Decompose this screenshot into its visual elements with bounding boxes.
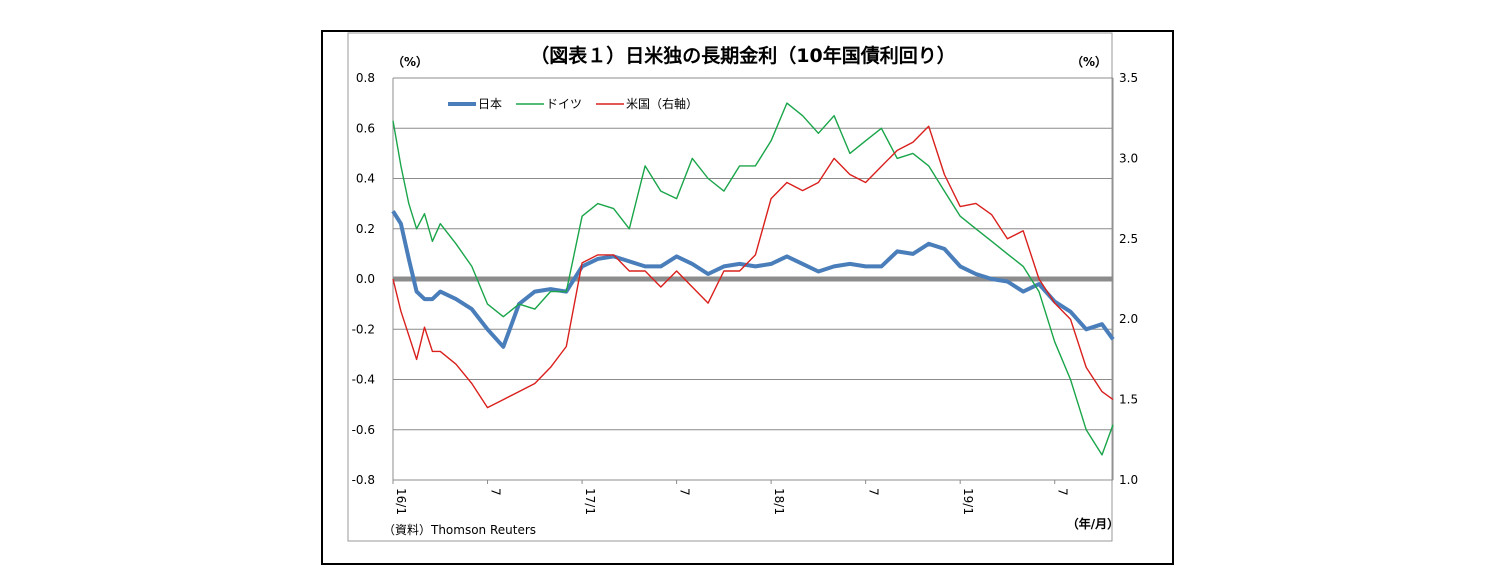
series-line-0 <box>391 210 1115 349</box>
legend-label: 米国（右軸） <box>626 96 698 111</box>
x-axis-unit: （年/月） <box>1067 516 1119 531</box>
y-right-tick-label: 1.0 <box>1119 473 1138 487</box>
x-tick-label: 18/1 <box>772 488 786 515</box>
right-axis-unit: （%） <box>1071 54 1107 69</box>
y-left-tick-label: 0.8 <box>356 71 375 85</box>
y-left-tick-label: -0.8 <box>352 473 375 487</box>
y-right-tick-label: 2.5 <box>1119 232 1138 246</box>
series-lines <box>391 102 1115 456</box>
series-line-1 <box>392 102 1114 456</box>
y-right-tick-label: 2.0 <box>1119 312 1138 326</box>
y-left-tick-label: -0.6 <box>352 423 375 437</box>
left-axis-unit: （%） <box>392 54 428 69</box>
y-right-tick-label: 3.5 <box>1119 71 1138 85</box>
y-left-tick-label: -0.4 <box>352 373 375 387</box>
y-left-tick-label: 0.6 <box>356 121 375 135</box>
chart-frame: （図表１）日米独の長期金利（10年国債利回り） （%） （%） （年/月） （資… <box>321 30 1174 565</box>
x-tick-label: 7 <box>1056 488 1070 496</box>
x-tick-label: 16/1 <box>394 488 408 515</box>
x-tick-label: 7 <box>489 488 503 496</box>
chart-canvas: （図表１）日米独の長期金利（10年国債利回り） （%） （%） （年/月） （資… <box>347 32 1139 542</box>
series-line-2 <box>392 125 1114 409</box>
y-left-tick-label: 0.0 <box>356 272 375 286</box>
source-note: （資料）Thomson Reuters <box>383 523 536 537</box>
y-right-tick-label: 3.0 <box>1119 151 1138 165</box>
x-tick-label: 7 <box>678 488 692 496</box>
y-right-tick-label: 1.5 <box>1119 393 1138 407</box>
chart-title: （図表１）日米独の長期金利（10年国債利回り） <box>530 44 955 67</box>
y-left-tick-label: -0.2 <box>352 322 375 336</box>
x-tick-label: 7 <box>867 488 881 496</box>
axes: -0.8 -0.6 -0.4 -0.2 0.0 0.2 0.4 0.6 0.8 1.0 1.5 2.0… <box>352 71 1139 515</box>
chart-area-border <box>347 32 1113 542</box>
legend-label: ドイツ <box>546 97 582 111</box>
legend: 日本 ドイツ 米国（右軸） <box>448 96 698 111</box>
y-left-tick-label: 0.2 <box>356 222 375 236</box>
legend-label: 日本 <box>478 97 502 111</box>
x-tick-label: 19/1 <box>961 488 975 515</box>
x-tick-label: 17/1 <box>583 488 597 515</box>
y-left-tick-label: 0.4 <box>356 172 375 186</box>
